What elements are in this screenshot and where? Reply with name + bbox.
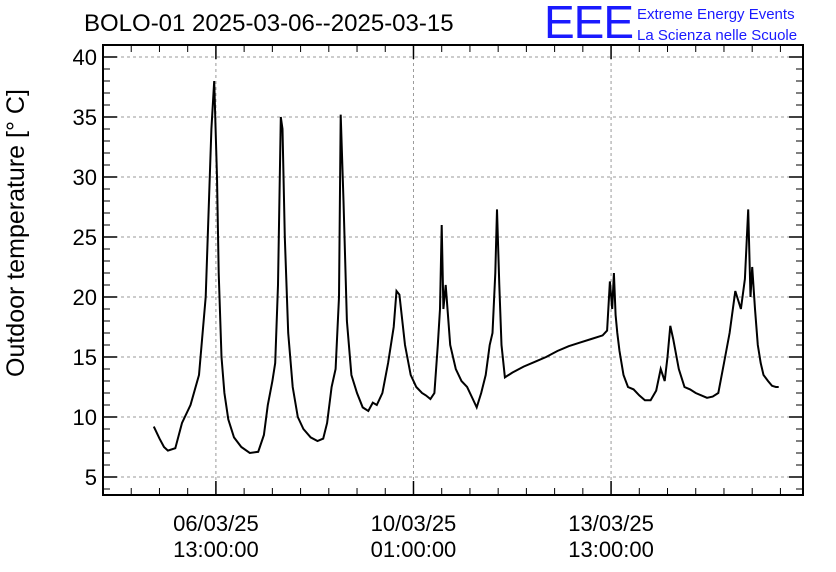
y-tick-label: 5 [85,465,97,490]
x-tick-label-time: 13:00:00 [173,537,259,562]
y-tick-label: 25 [73,225,97,250]
eee-logo-mark: EEE [544,0,634,48]
y-tick-label: 40 [73,45,97,70]
y-tick-label: 35 [73,105,97,130]
eee-logo: EEE Extreme Energy Events La Scienza nel… [544,0,834,48]
x-tick-label-date: 06/03/25 [173,511,259,536]
y-tick-label: 10 [73,405,97,430]
y-tick-label: 15 [73,345,97,370]
plot-frame [102,44,804,496]
chart-title: BOLO-01 2025-03-06--2025-03-15 [84,10,454,37]
logo-line-1: Extreme Energy Events [637,6,795,23]
grid-lines [103,45,803,495]
tick-labels: 51015202530354006/03/2513:00:0010/03/250… [73,45,654,562]
x-tick-label-time: 13:00:00 [568,537,654,562]
x-tick-label-date: 10/03/25 [371,511,457,536]
axis-ticks [103,44,803,495]
x-tick-label-date: 13/03/25 [568,511,654,536]
x-tick-label-time: 01:00:00 [371,537,457,562]
y-tick-label: 20 [73,285,97,310]
logo-line-2: La Scienza nelle Scuole [637,27,798,44]
y-tick-label: 30 [73,165,97,190]
temperature-line [152,80,779,455]
